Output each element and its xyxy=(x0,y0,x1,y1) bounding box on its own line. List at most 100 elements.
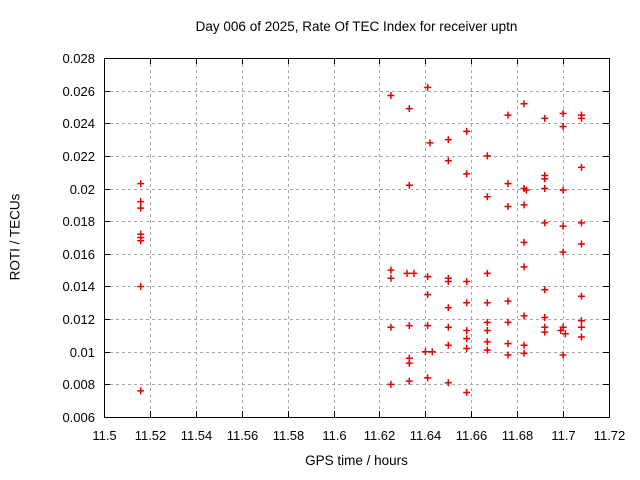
data-point xyxy=(421,348,429,356)
x-tick-label: 11.52 xyxy=(135,428,167,443)
data-point xyxy=(444,157,452,165)
data-point xyxy=(483,152,491,160)
data-point xyxy=(541,313,549,321)
data-point xyxy=(541,114,549,122)
x-tick-label: 11.56 xyxy=(227,428,259,443)
x-tick-label: 11.5 xyxy=(92,428,116,443)
data-point xyxy=(559,186,567,194)
data-point xyxy=(559,123,567,131)
data-point xyxy=(504,340,512,348)
data-points xyxy=(137,83,585,397)
tick-labels: 11.5 11.52 11.54 11.56 11.58 11.6 11.62 11.64 11… xyxy=(62,51,625,443)
x-tick-label: 11.68 xyxy=(502,428,534,443)
data-point xyxy=(444,136,452,144)
data-point xyxy=(410,269,418,277)
data-point xyxy=(463,389,471,397)
data-point xyxy=(137,387,145,395)
data-point xyxy=(405,377,413,385)
data-point xyxy=(520,341,528,349)
y-tick-label: 0.024 xyxy=(62,116,95,131)
data-point xyxy=(504,318,512,326)
data-point xyxy=(463,344,471,352)
data-point xyxy=(483,193,491,201)
data-point xyxy=(520,263,528,271)
data-point xyxy=(424,374,432,382)
x-tick-label: 11.58 xyxy=(273,428,305,443)
x-tick-label: 11.62 xyxy=(364,428,396,443)
y-tick-label: 0.02 xyxy=(70,182,95,197)
x-tick-label: 11.64 xyxy=(410,428,442,443)
data-point xyxy=(387,323,395,331)
data-point xyxy=(387,266,395,274)
y-tick-label: 0.016 xyxy=(62,247,95,262)
data-point xyxy=(522,186,530,194)
data-point xyxy=(483,318,491,326)
x-tick-label: 11.72 xyxy=(594,428,626,443)
data-point xyxy=(405,322,413,330)
data-point xyxy=(483,346,491,354)
y-tick-label: 0.026 xyxy=(62,84,95,99)
data-point xyxy=(504,111,512,119)
data-point xyxy=(541,219,549,227)
y-tick-label: 0.01 xyxy=(70,345,95,360)
data-point xyxy=(405,105,413,113)
x-tick-label: 11.54 xyxy=(181,428,213,443)
data-point xyxy=(520,201,528,209)
plot-border xyxy=(104,58,610,418)
data-point xyxy=(559,222,567,230)
y-tick-label: 0.012 xyxy=(62,312,95,327)
data-point xyxy=(541,175,549,183)
data-point xyxy=(541,286,549,294)
data-point xyxy=(559,248,567,256)
data-point xyxy=(577,323,585,331)
data-point xyxy=(137,180,145,188)
x-tick-label: 11.7 xyxy=(551,428,575,443)
data-point xyxy=(403,269,411,277)
data-point xyxy=(424,273,432,281)
data-point xyxy=(541,185,549,193)
data-point xyxy=(520,238,528,246)
data-point xyxy=(428,348,436,356)
data-point xyxy=(504,202,512,210)
y-tick-label: 0.022 xyxy=(62,149,95,164)
data-point xyxy=(504,297,512,305)
data-point xyxy=(463,299,471,307)
data-point xyxy=(577,163,585,171)
data-point xyxy=(463,278,471,286)
data-point xyxy=(444,323,452,331)
data-point xyxy=(577,333,585,341)
data-point xyxy=(557,327,565,335)
data-point xyxy=(559,351,567,359)
data-point xyxy=(387,92,395,100)
data-point xyxy=(463,170,471,178)
data-point xyxy=(541,328,549,336)
data-point xyxy=(463,127,471,135)
data-point xyxy=(577,317,585,325)
data-point xyxy=(387,380,395,388)
data-point xyxy=(483,327,491,335)
x-axis-label: GPS time / hours xyxy=(305,453,408,468)
data-point xyxy=(520,312,528,320)
data-point xyxy=(424,322,432,330)
data-point xyxy=(483,299,491,307)
data-point xyxy=(520,349,528,357)
gridlines xyxy=(104,58,609,417)
data-point xyxy=(137,237,145,245)
data-point xyxy=(387,274,395,282)
data-point xyxy=(483,269,491,277)
y-tick-label: 0.014 xyxy=(62,279,95,294)
data-point xyxy=(463,335,471,343)
data-point xyxy=(426,139,434,147)
data-point xyxy=(483,338,491,346)
data-point xyxy=(561,330,569,338)
data-point xyxy=(405,181,413,189)
data-point xyxy=(137,282,145,290)
data-point xyxy=(559,109,567,117)
data-point xyxy=(504,351,512,359)
tick-marks xyxy=(104,58,610,418)
y-tick-label: 0.008 xyxy=(62,377,95,392)
data-point xyxy=(577,114,585,122)
y-tick-label: 0.006 xyxy=(62,410,95,425)
data-point xyxy=(504,180,512,188)
